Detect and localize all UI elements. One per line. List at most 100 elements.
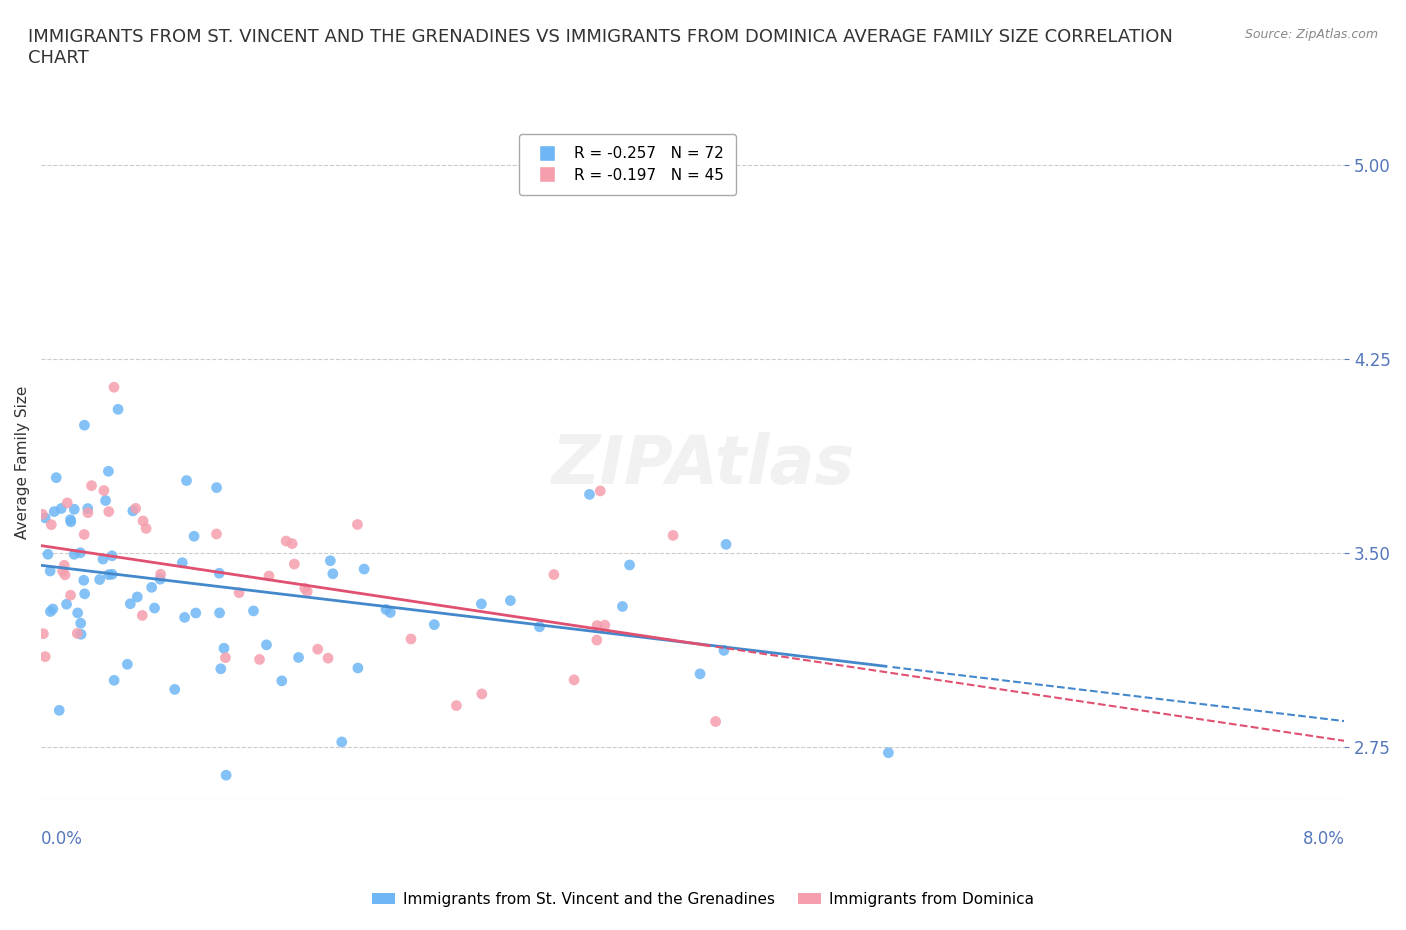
Text: Source: ZipAtlas.com: Source: ZipAtlas.com xyxy=(1244,28,1378,41)
Point xyxy=(662,528,685,543)
Point xyxy=(446,698,468,713)
Point xyxy=(63,547,86,562)
Point xyxy=(877,745,900,760)
Point xyxy=(69,545,91,560)
Point xyxy=(143,601,166,616)
Point xyxy=(209,661,232,676)
Text: ZIPAtlas: ZIPAtlas xyxy=(551,432,855,498)
Point xyxy=(103,673,125,688)
Point xyxy=(89,572,111,587)
Point xyxy=(59,588,82,603)
Point xyxy=(330,735,353,750)
Point xyxy=(612,599,634,614)
Point xyxy=(208,605,231,620)
Point xyxy=(66,605,89,620)
Point xyxy=(97,567,120,582)
Point xyxy=(91,551,114,566)
Point xyxy=(619,558,641,573)
Point xyxy=(319,553,342,568)
Legend: R = -0.257   N = 72, R = -0.197   N = 45: R = -0.257 N = 72, R = -0.197 N = 45 xyxy=(519,134,737,194)
Point xyxy=(97,464,120,479)
Point xyxy=(347,660,370,675)
Point xyxy=(423,618,446,632)
Point xyxy=(52,564,75,578)
Point xyxy=(316,651,339,666)
Point xyxy=(176,473,198,488)
Point xyxy=(59,512,82,527)
Point xyxy=(287,650,309,665)
Point xyxy=(380,605,402,620)
Point xyxy=(32,626,55,641)
Point xyxy=(297,584,319,599)
Point xyxy=(101,549,124,564)
Point xyxy=(149,567,172,582)
Point xyxy=(73,587,96,602)
Point xyxy=(73,527,96,542)
Point xyxy=(39,604,62,619)
Point xyxy=(132,513,155,528)
Point xyxy=(101,567,124,582)
Point xyxy=(242,604,264,618)
Point xyxy=(689,667,711,682)
Point xyxy=(34,511,56,525)
Point xyxy=(215,768,238,783)
Point xyxy=(53,558,76,573)
Text: 0.0%: 0.0% xyxy=(41,830,83,848)
Point xyxy=(124,501,146,516)
Point xyxy=(131,608,153,623)
Point xyxy=(103,379,125,394)
Point xyxy=(375,602,398,617)
Point xyxy=(59,514,82,529)
Point xyxy=(322,566,344,581)
Text: IMMIGRANTS FROM ST. VINCENT AND THE GRENADINES VS IMMIGRANTS FROM DOMINICA AVERA: IMMIGRANTS FROM ST. VINCENT AND THE GREN… xyxy=(28,28,1173,67)
Point xyxy=(184,605,207,620)
Point xyxy=(499,593,522,608)
Point xyxy=(471,686,494,701)
Point xyxy=(94,493,117,508)
Point xyxy=(39,517,62,532)
Point xyxy=(183,529,205,544)
Point xyxy=(281,537,304,551)
Point xyxy=(45,471,67,485)
Point xyxy=(163,682,186,697)
Point xyxy=(294,581,316,596)
Point xyxy=(704,714,727,729)
Point xyxy=(270,673,292,688)
Point xyxy=(107,402,129,417)
Point xyxy=(172,555,194,570)
Point xyxy=(127,590,149,604)
Point xyxy=(353,562,375,577)
Point xyxy=(48,703,70,718)
Point xyxy=(55,597,77,612)
Point xyxy=(117,657,139,671)
Point xyxy=(283,557,305,572)
Point xyxy=(470,596,492,611)
Point xyxy=(713,643,735,658)
Point xyxy=(212,641,235,656)
Point xyxy=(529,619,551,634)
Point xyxy=(121,503,143,518)
Text: 8.0%: 8.0% xyxy=(1302,830,1344,848)
Point xyxy=(578,487,600,502)
Point xyxy=(149,572,172,587)
Point xyxy=(173,610,195,625)
Point xyxy=(589,484,612,498)
Point xyxy=(37,547,59,562)
Point xyxy=(73,573,96,588)
Point xyxy=(31,507,53,522)
Point xyxy=(42,602,65,617)
Legend: Immigrants from St. Vincent and the Grenadines, Immigrants from Dominica: Immigrants from St. Vincent and the Gren… xyxy=(367,886,1039,913)
Point xyxy=(205,480,228,495)
Point xyxy=(66,626,89,641)
Point xyxy=(208,565,231,580)
Point xyxy=(141,580,163,595)
Point xyxy=(205,526,228,541)
Point xyxy=(228,585,250,600)
Point xyxy=(714,537,737,551)
Point xyxy=(593,618,616,632)
Point xyxy=(135,521,157,536)
Point xyxy=(214,650,236,665)
Point xyxy=(93,483,115,498)
Point xyxy=(543,567,565,582)
Point xyxy=(39,564,62,578)
